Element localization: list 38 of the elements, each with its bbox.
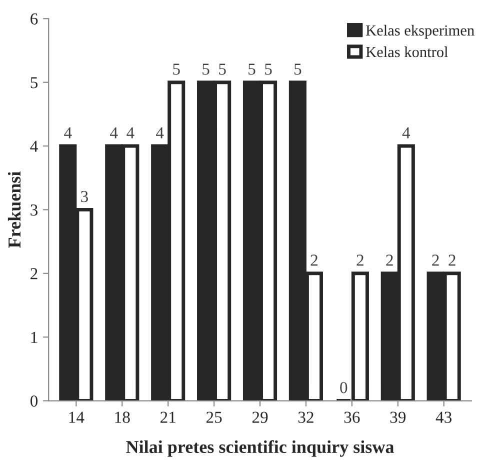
data-label: 2 [448, 254, 456, 266]
x-tick-label: 25 [206, 412, 222, 423]
data-label: 5 [219, 64, 226, 75]
y-tick-label: 0 [30, 395, 38, 407]
data-label: 0 [340, 382, 348, 394]
x-tick-label: 21 [160, 412, 176, 423]
legend-label: Kelas eksperimen [366, 24, 474, 39]
x-tick-label: 36 [344, 412, 360, 423]
data-label: 5 [173, 64, 180, 75]
y-tick-label: 3 [30, 204, 38, 216]
data-label: 2 [356, 254, 364, 266]
data-label: 5 [248, 64, 256, 75]
data-label: 4 [110, 127, 118, 138]
data-label: 2 [386, 254, 393, 266]
data-label: 4 [126, 127, 134, 138]
data-label: 4 [64, 127, 72, 138]
y-tick-label: 5 [30, 77, 38, 88]
data-label: 5 [265, 64, 272, 75]
data-label: 5 [294, 64, 302, 75]
y-axis-title: Frekuensi [8, 172, 21, 248]
x-tick-label: 29 [252, 412, 268, 423]
x-tick-label: 18 [115, 412, 130, 423]
x-tick-label: 14 [69, 412, 84, 423]
y-tick-label: 1 [31, 332, 38, 343]
x-tick-label: 39 [390, 412, 406, 423]
data-label: 5 [202, 64, 210, 75]
y-tick-label: 4 [30, 140, 38, 152]
x-tick-label: 43 [436, 412, 452, 423]
y-tick-label: 6 [30, 13, 38, 25]
data-label: 4 [156, 127, 164, 138]
data-label: 2 [310, 254, 318, 266]
data-label: 3 [81, 190, 88, 202]
legend-label: Kelas kontrol [366, 46, 448, 58]
x-axis-title: Nilai pretes scientific inquiry siswa [126, 440, 394, 457]
data-label: 2 [432, 254, 439, 266]
x-tick-label: 32 [298, 412, 314, 423]
y-tick-label: 2 [30, 268, 38, 280]
data-label: 4 [402, 127, 410, 138]
